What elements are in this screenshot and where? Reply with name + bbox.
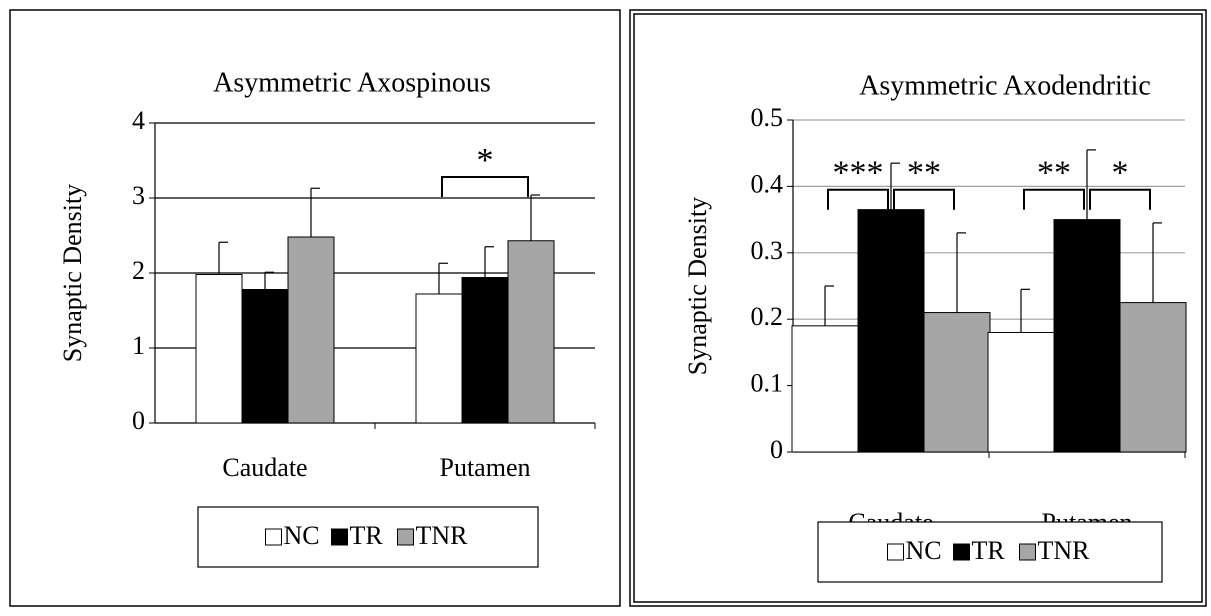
y-axis-label: Synaptic Density [58,184,87,362]
y-tick-label: 0.3 [751,236,784,265]
y-tick-label: 0.5 [751,103,784,132]
y-tick-label: 0.2 [751,302,784,331]
legend-label: TNR [416,521,469,550]
bar [507,240,555,424]
y-tick-label: 2 [132,256,145,285]
bar [461,277,509,424]
x-tick-label: Putamen [440,453,531,482]
panel-border [629,9,1207,607]
panel-border [633,13,1203,603]
bar [1119,302,1187,453]
y-tick-label: 3 [132,181,145,210]
panel-border [9,9,621,607]
legend-swatch [265,528,282,546]
bar [987,331,1055,453]
significance-bracket [827,188,889,210]
y-tick-label: 0 [770,435,783,464]
legend-label: TNR [1038,536,1091,565]
significance-label: *** [833,155,884,192]
bar [241,289,289,424]
legend-swatch [331,528,348,546]
legend-swatch [1019,543,1036,561]
y-tick-label: 4 [132,106,145,135]
significance-label: * [1112,155,1129,192]
y-axis-label: Synaptic Density [683,197,712,375]
bar [857,209,925,453]
y-tick-label: 0.4 [751,169,784,198]
significance-label: ** [907,155,941,192]
y-tick-label: 0.1 [751,369,784,398]
bar [287,236,335,424]
legend-swatch [397,528,414,546]
significance-bracket [893,188,955,210]
significance-label: ** [1037,155,1071,192]
significance-label: * [477,142,494,179]
bar [415,293,463,424]
x-tick-label: Caudate [222,453,307,482]
bar [791,325,859,453]
y-tick-label: 1 [132,331,145,360]
legend-swatch [953,543,970,561]
legend-label: TR [350,521,384,550]
bar [195,274,243,424]
bar [923,312,991,453]
legend-label: NC [906,536,942,565]
legend-box [197,506,539,568]
chart-title: Asymmetric Axodendritic [859,70,1151,101]
significance-bracket [1023,188,1085,210]
significance-bracket [441,176,529,197]
bar [1053,219,1121,453]
legend-box [817,521,1163,583]
chart-title: Asymmetric Axospinous [213,67,491,98]
significance-bracket [1089,188,1151,210]
legend-label: NC [284,521,320,550]
legend-swatch [887,543,904,561]
legend-label: TR [972,536,1006,565]
y-tick-label: 0 [132,406,145,435]
